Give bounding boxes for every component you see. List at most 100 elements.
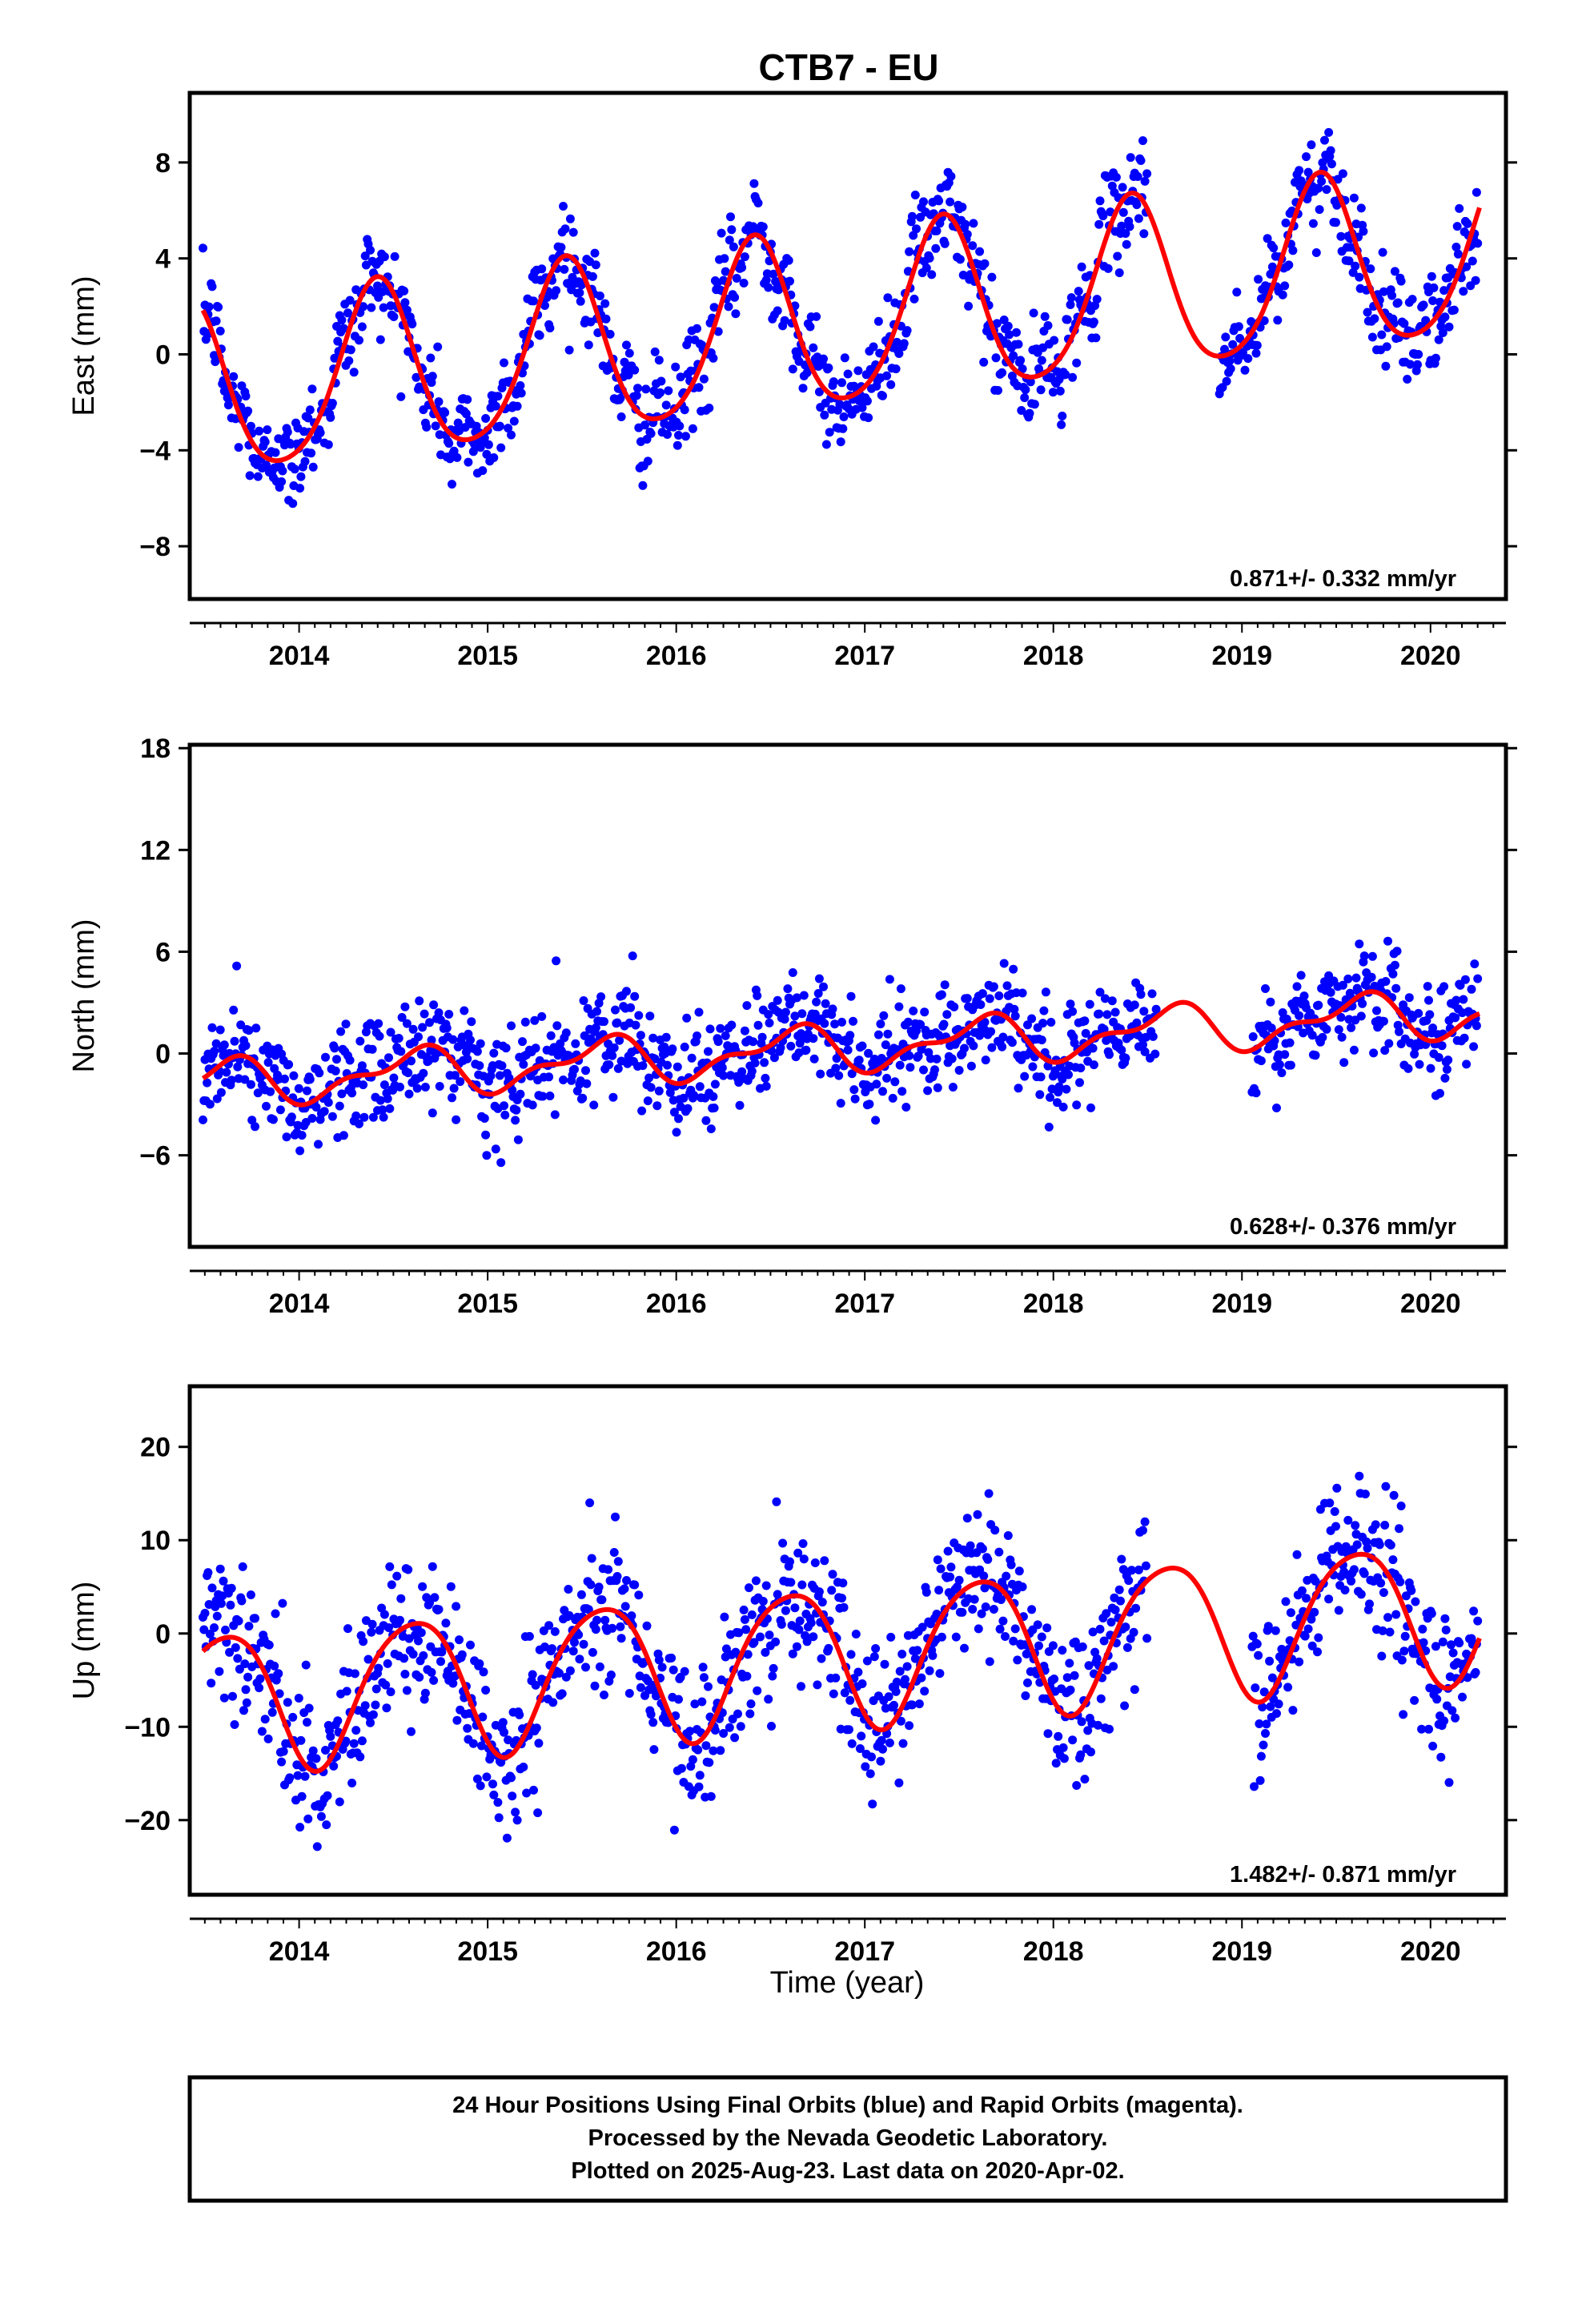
x-tick-label: 2018	[1023, 1289, 1084, 1319]
data-point	[486, 1071, 496, 1080]
data-point	[327, 399, 337, 408]
data-point	[895, 1060, 905, 1070]
x-tick-label: 2014	[269, 1936, 330, 1967]
data-point	[564, 1585, 573, 1594]
data-point	[750, 1058, 760, 1068]
data-point	[552, 286, 561, 296]
data-point	[709, 353, 718, 363]
data-point	[1311, 1576, 1320, 1586]
data-point	[905, 1063, 915, 1072]
data-point	[814, 387, 824, 396]
data-point	[243, 406, 253, 416]
data-point	[612, 1018, 622, 1027]
data-point	[663, 430, 672, 439]
data-point	[283, 428, 292, 436]
data-point	[448, 1035, 458, 1044]
data-point	[889, 1700, 898, 1710]
data-point	[985, 1657, 994, 1667]
data-point	[857, 403, 867, 412]
data-point	[1358, 999, 1367, 1008]
data-point	[1121, 229, 1130, 238]
data-point	[1356, 1011, 1366, 1021]
data-point	[713, 327, 723, 336]
data-point	[1080, 1016, 1090, 1026]
data-point	[484, 440, 493, 449]
data-point	[753, 991, 762, 1000]
data-point	[931, 243, 941, 253]
data-point	[559, 202, 568, 211]
data-point	[349, 1739, 359, 1748]
data-point	[1470, 959, 1480, 969]
data-point	[532, 1723, 541, 1733]
data-point	[246, 421, 255, 431]
data-point	[690, 1699, 700, 1709]
data-point	[1379, 1588, 1388, 1598]
data-point	[620, 1584, 629, 1594]
data-point	[402, 1019, 412, 1028]
data-point	[1265, 1656, 1275, 1666]
y-tick-label: −4	[139, 436, 171, 466]
data-point	[994, 1547, 1004, 1557]
data-point	[437, 1647, 447, 1657]
data-point	[688, 1755, 697, 1764]
data-point	[561, 1672, 571, 1682]
data-point	[479, 1667, 488, 1677]
data-point	[1258, 1703, 1267, 1712]
data-point	[1428, 1023, 1438, 1033]
data-point	[897, 1650, 907, 1659]
data-point	[1106, 1618, 1116, 1627]
x-tick-label: 2016	[646, 1289, 707, 1319]
data-point	[1036, 385, 1046, 395]
data-point	[1351, 1521, 1360, 1530]
data-point	[293, 1771, 303, 1780]
data-point	[1288, 1706, 1298, 1715]
y-tick-label: −10	[124, 1712, 171, 1743]
data-point	[1377, 330, 1387, 340]
data-point	[407, 1727, 416, 1736]
data-point	[682, 1013, 692, 1023]
data-point	[828, 1570, 837, 1579]
data-point	[1021, 385, 1030, 395]
data-point	[983, 1554, 993, 1564]
data-point	[1399, 1710, 1408, 1719]
data-point	[969, 219, 978, 228]
data-point	[1121, 1622, 1130, 1632]
data-point	[589, 1100, 599, 1110]
data-point	[892, 1677, 901, 1687]
data-point	[1009, 964, 1018, 974]
data-point	[1438, 328, 1447, 337]
data-point	[975, 247, 985, 256]
data-point	[917, 1622, 927, 1632]
data-point	[719, 1729, 729, 1738]
data-point	[637, 1106, 647, 1116]
data-point	[1359, 227, 1368, 236]
x-tick-label: 2015	[457, 1289, 518, 1319]
data-point	[1473, 974, 1483, 983]
data-point	[937, 990, 946, 999]
data-point	[596, 992, 606, 1002]
data-point	[1248, 1631, 1258, 1641]
data-point	[544, 1621, 554, 1630]
data-point	[882, 371, 892, 380]
data-point	[819, 982, 828, 991]
data-point	[843, 1045, 853, 1055]
data-point	[335, 1101, 344, 1111]
data-point	[946, 1562, 956, 1572]
data-point	[1347, 1023, 1356, 1032]
data-point	[1372, 1006, 1381, 1015]
data-point	[359, 1112, 369, 1122]
data-point	[1018, 364, 1027, 374]
data-point	[389, 1073, 399, 1083]
data-point	[1404, 993, 1414, 1003]
data-point	[565, 1666, 575, 1675]
data-point	[234, 443, 243, 452]
data-point	[920, 1007, 930, 1017]
data-point	[241, 1041, 251, 1051]
data-point	[427, 1035, 436, 1045]
data-point	[735, 1100, 745, 1110]
data-point	[895, 1667, 905, 1676]
data-point	[226, 1600, 235, 1610]
data-point	[817, 1654, 826, 1663]
data-point	[287, 1112, 296, 1122]
data-point	[1150, 1049, 1160, 1059]
